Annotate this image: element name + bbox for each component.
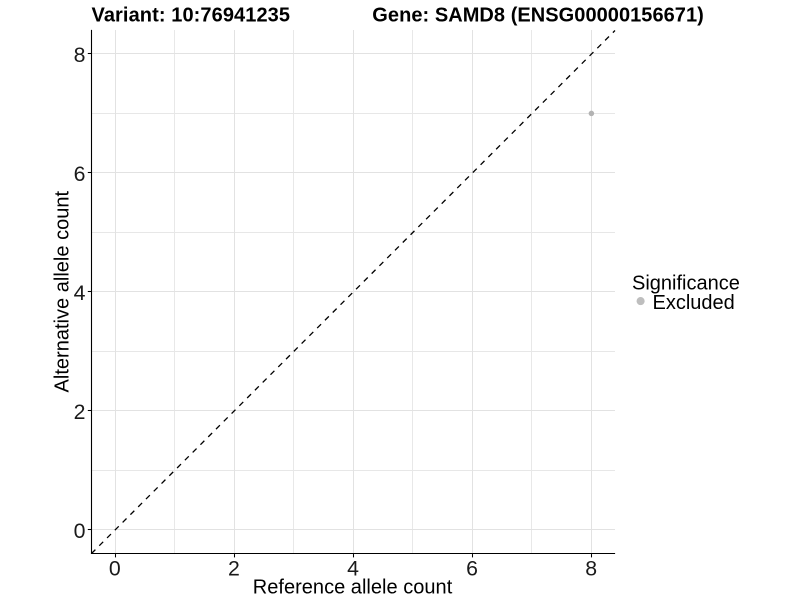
svg-text:6: 6: [74, 162, 86, 186]
svg-text:Alternative allele count: Alternative allele count: [51, 191, 73, 393]
svg-text:Significance: Significance: [632, 273, 740, 295]
svg-text:6: 6: [466, 557, 478, 581]
svg-text:0: 0: [74, 519, 86, 543]
svg-text:8: 8: [585, 557, 597, 581]
svg-text:Excluded: Excluded: [653, 292, 735, 314]
svg-text:Gene: SAMD8 (ENSG00000156671): Gene: SAMD8 (ENSG00000156671): [372, 4, 704, 26]
svg-text:8: 8: [74, 43, 86, 67]
svg-text:4: 4: [74, 281, 86, 305]
svg-text:2: 2: [228, 557, 240, 581]
svg-text:2: 2: [74, 400, 86, 424]
svg-text:Reference allele count: Reference allele count: [253, 577, 453, 599]
svg-text:Variant: 10:76941235: Variant: 10:76941235: [92, 4, 291, 26]
svg-text:4: 4: [347, 557, 359, 581]
svg-text:0: 0: [109, 557, 121, 581]
